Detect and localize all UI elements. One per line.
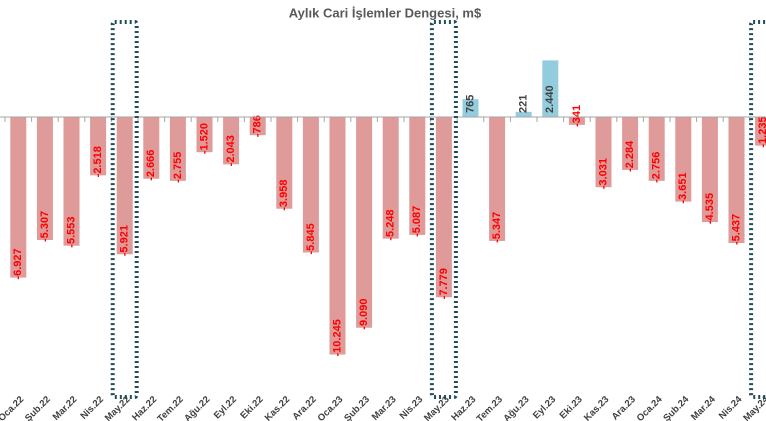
bar <box>10 116 27 278</box>
data-label: -2.755 <box>172 152 184 183</box>
x-tick-label: Eyl.23 <box>531 394 558 421</box>
bar <box>542 60 559 117</box>
data-label: -3.031 <box>597 158 609 189</box>
data-label: 765 <box>464 95 476 113</box>
x-tick-label: Ağu.22 <box>182 394 212 421</box>
bar <box>382 116 399 239</box>
x-tick-label: Kas.22 <box>263 394 292 421</box>
highlight-box <box>429 20 458 399</box>
bar <box>622 116 639 170</box>
data-label: -9.090 <box>358 299 370 330</box>
data-label: -2.666 <box>145 150 157 181</box>
data-label: -786 <box>252 115 264 137</box>
data-label: -2.284 <box>624 140 636 172</box>
x-tick-label: Mar.24 <box>689 394 718 421</box>
x-tick-label: Tem.22 <box>155 394 185 421</box>
bar <box>462 99 479 117</box>
x-tick-label: Tem.23 <box>475 394 505 421</box>
bar <box>329 116 346 355</box>
bar <box>568 116 585 125</box>
data-label: -5.921 <box>119 225 131 256</box>
x-tick-label: Ağu.23 <box>501 394 531 421</box>
x-tick-label: Nis.24 <box>717 394 745 421</box>
bar <box>489 116 506 241</box>
bar <box>648 116 665 181</box>
bar <box>169 116 186 181</box>
data-label: -7.779 <box>438 268 450 299</box>
data-label: -5.248 <box>385 209 397 240</box>
bar <box>515 111 532 117</box>
bar <box>63 116 80 246</box>
bar <box>36 116 53 241</box>
data-label: -5.437 <box>730 214 742 245</box>
bar <box>196 116 213 153</box>
bar <box>116 116 133 255</box>
highlight-box <box>749 20 766 399</box>
data-label: -5.553 <box>65 217 77 248</box>
data-label: -5.087 <box>411 206 423 237</box>
x-tick-label: Oca.23 <box>316 394 346 421</box>
data-label: -6.927 <box>12 248 24 279</box>
x-tick-label: Eki.23 <box>558 394 585 421</box>
data-label: -2.756 <box>651 152 663 183</box>
bar <box>90 116 107 176</box>
data-label: 2.440 <box>544 85 556 113</box>
bar <box>701 116 718 223</box>
highlight-box <box>110 20 139 399</box>
data-label: -10.245 <box>331 319 343 356</box>
data-label: -5.845 <box>305 223 317 254</box>
x-tick-label: Şub.23 <box>342 394 372 421</box>
bar <box>595 116 612 188</box>
x-tick-label: Nis.23 <box>398 394 426 421</box>
bar <box>276 116 293 209</box>
x-tick-label: Ara.22 <box>290 394 318 421</box>
data-label: -3.958 <box>278 180 290 211</box>
x-tick-label: May.23 <box>422 394 452 421</box>
x-tick-label: Şub.22 <box>23 394 53 421</box>
x-tick-label: Nis.22 <box>78 394 106 421</box>
bar <box>302 116 319 253</box>
bar <box>409 116 426 235</box>
chart-title: Aylık Cari İşlemler Dengesi, m$ <box>289 5 482 20</box>
x-tick-label: Oca.22 <box>0 394 26 421</box>
bar <box>249 116 266 136</box>
bar <box>675 116 692 202</box>
data-label: -4.535 <box>704 193 716 224</box>
data-label: -3.651 <box>677 172 689 203</box>
bar <box>755 116 766 146</box>
x-tick-label: May.22 <box>103 394 133 421</box>
bar <box>356 116 373 328</box>
bar <box>223 116 240 165</box>
data-label: -1.520 <box>198 123 210 154</box>
x-tick-label: Eki.22 <box>238 394 265 421</box>
x-tick-label: Oca.24 <box>635 394 665 421</box>
bar <box>143 116 160 179</box>
data-label: -5.347 <box>491 212 503 243</box>
x-tick-label: Eyl.22 <box>212 394 239 421</box>
data-label: -1.235 <box>757 116 766 147</box>
x-tick-label: Mar.22 <box>51 394 80 421</box>
x-tick-label: Şub.24 <box>661 394 691 421</box>
data-label: -5.307 <box>39 211 51 242</box>
data-label: -2.518 <box>92 146 104 177</box>
x-tick-label: Ara.23 <box>610 394 638 421</box>
data-label: -2.043 <box>225 135 237 166</box>
x-tick-label: Mar.23 <box>370 394 399 421</box>
bar <box>728 116 745 244</box>
data-label: 221 <box>518 95 530 113</box>
x-tick-label: Kas.23 <box>582 394 611 421</box>
bar <box>435 116 452 298</box>
data-label: -341 <box>571 105 583 127</box>
